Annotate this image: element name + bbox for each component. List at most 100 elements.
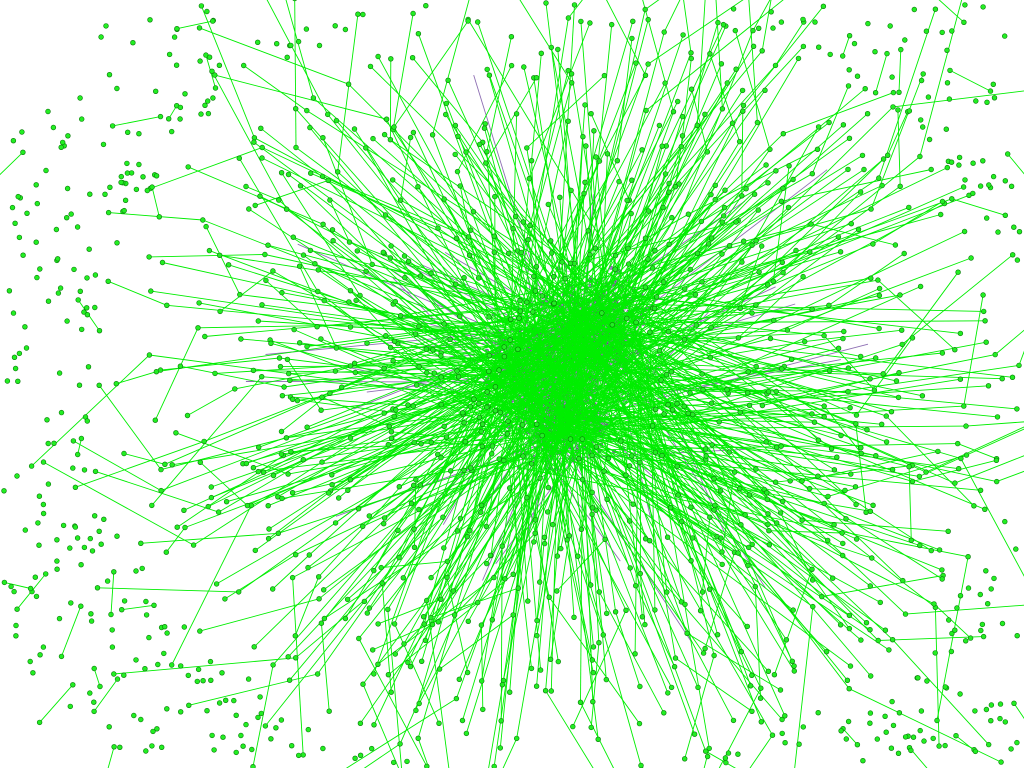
periphery-node: [238, 732, 244, 739]
periphery-node: [499, 681, 506, 688]
periphery-node: [417, 273, 424, 279]
periphery-node: [679, 133, 686, 139]
periphery-node: [868, 206, 874, 212]
periphery-edge: [517, 417, 582, 530]
periphery-edge: [849, 688, 1002, 763]
periphery-node: [917, 542, 923, 549]
periphery-edge: [768, 530, 843, 534]
periphery-edge: [509, 360, 602, 489]
periphery-node: [908, 747, 914, 754]
periphery-edge: [887, 111, 909, 156]
periphery-node: [956, 162, 962, 168]
periphery-node: [841, 328, 847, 335]
periphery-node: [982, 506, 988, 512]
periphery-node: [205, 110, 212, 117]
periphery-node: [217, 308, 223, 315]
periphery-node: [861, 166, 867, 173]
periphery-node: [402, 274, 408, 281]
periphery-edge: [150, 147, 263, 189]
periphery-node: [283, 435, 290, 441]
periphery-edge: [203, 284, 608, 442]
periphery-edge: [551, 167, 948, 361]
periphery-edge: [345, 698, 457, 768]
periphery-node: [78, 561, 84, 568]
periphery-edge: [594, 146, 663, 414]
periphery-node: [478, 502, 485, 508]
periphery-node: [284, 356, 291, 363]
periphery-edge: [550, 446, 642, 766]
periphery-node: [489, 443, 496, 449]
periphery-node: [985, 383, 992, 389]
periphery-node: [738, 521, 744, 528]
periphery-node: [325, 111, 331, 118]
periphery-node: [491, 574, 497, 581]
periphery-node: [661, 29, 667, 35]
periphery-node: [34, 274, 40, 281]
periphery-node: [133, 568, 139, 574]
periphery-node: [1008, 746, 1014, 752]
periphery-node: [465, 618, 471, 624]
periphery-edge: [615, 611, 641, 687]
periphery-edge: [656, 221, 723, 298]
periphery-edge: [363, 743, 401, 768]
periphery-node: [471, 396, 477, 402]
periphery-node: [737, 409, 743, 415]
periphery-node: [255, 39, 261, 45]
periphery-edge: [265, 601, 365, 727]
periphery-node: [664, 589, 670, 595]
periphery-node: [364, 610, 370, 616]
periphery-node: [278, 717, 285, 723]
periphery-node: [743, 186, 749, 192]
periphery-node: [352, 369, 358, 376]
periphery-node: [671, 663, 678, 670]
periphery-edge: [430, 353, 639, 578]
periphery-node: [59, 139, 66, 146]
periphery-node: [65, 133, 71, 139]
periphery-edge: [116, 371, 157, 385]
periphery-edge: [199, 598, 320, 632]
periphery-node: [33, 239, 39, 245]
periphery-edge: [162, 262, 607, 362]
periphery-edge: [811, 85, 849, 174]
periphery-node: [625, 245, 631, 252]
periphery-node: [980, 308, 987, 315]
periphery-node: [308, 170, 314, 176]
periphery-node: [779, 730, 785, 737]
periphery-node: [612, 252, 619, 259]
periphery-node: [595, 736, 601, 742]
periphery-node: [637, 570, 643, 577]
periphery-node: [74, 451, 81, 458]
periphery-edge: [480, 424, 523, 513]
periphery-node: [585, 228, 591, 234]
periphery-edge: [322, 223, 539, 433]
periphery-node: [1004, 151, 1011, 157]
periphery-node: [70, 438, 77, 444]
periphery-edge: [875, 53, 888, 93]
periphery-node: [735, 751, 741, 757]
periphery-edge: [556, 154, 888, 440]
periphery-node: [268, 736, 274, 742]
periphery-node: [531, 539, 537, 545]
periphery-node: [717, 488, 724, 494]
periphery-node: [369, 745, 375, 752]
periphery-node: [9, 204, 16, 211]
periphery-node: [293, 655, 299, 661]
periphery-node: [367, 63, 374, 70]
periphery-node: [421, 621, 427, 627]
periphery-edge: [381, 560, 448, 569]
periphery-node: [293, 105, 299, 112]
periphery-node: [387, 137, 394, 143]
periphery-node: [16, 350, 23, 357]
periphery-node: [475, 599, 481, 606]
periphery-node: [121, 672, 127, 678]
periphery-node: [999, 376, 1005, 382]
periphery-node: [991, 575, 997, 582]
periphery-node: [930, 735, 936, 742]
periphery-node: [750, 27, 756, 34]
periphery-node: [346, 239, 353, 245]
periphery-node: [456, 676, 462, 682]
periphery-node: [505, 418, 511, 424]
periphery-node: [645, 256, 651, 262]
